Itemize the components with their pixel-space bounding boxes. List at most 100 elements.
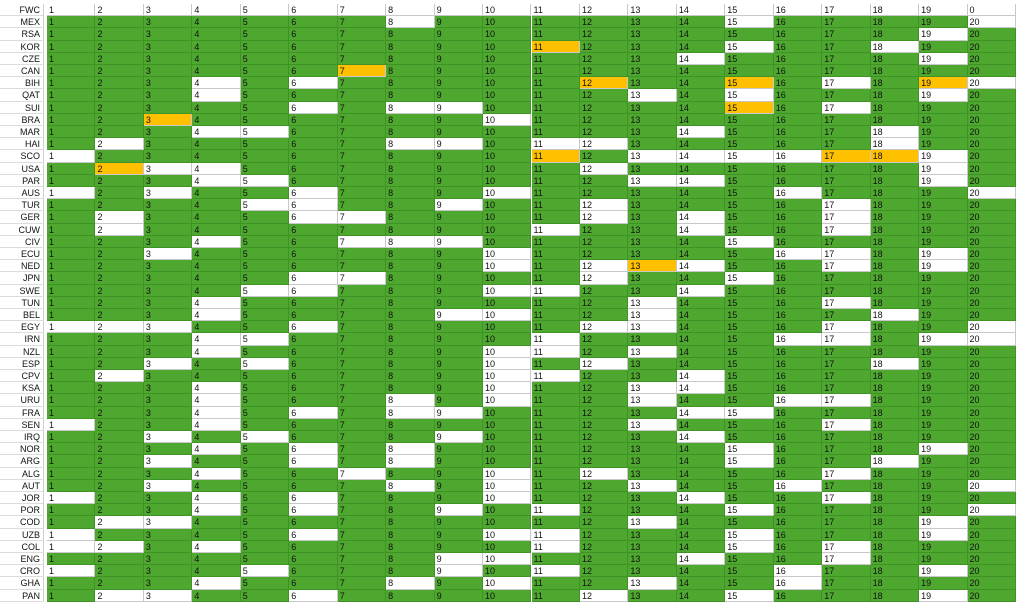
cell[interactable]: 11 xyxy=(531,4,580,17)
cell[interactable]: 15 xyxy=(725,443,774,456)
cell[interactable]: 8 xyxy=(386,577,435,590)
cell[interactable]: 17 xyxy=(822,296,871,309)
cell[interactable]: 8 xyxy=(386,101,435,114)
cell[interactable]: 3 xyxy=(143,211,193,224)
cell[interactable]: 3 xyxy=(143,455,193,468)
cell[interactable]: 5 xyxy=(240,553,290,566)
cell[interactable]: 8 xyxy=(386,260,435,273)
cell[interactable]: 3 xyxy=(143,553,193,566)
cell[interactable]: 11 xyxy=(531,101,580,114)
cell[interactable]: 3 xyxy=(143,260,193,273)
cell[interactable]: 13 xyxy=(628,223,677,236)
cell[interactable]: 5 xyxy=(240,589,290,602)
cell[interactable]: 12 xyxy=(579,309,629,322)
cell[interactable]: 9 xyxy=(434,565,484,578)
cell[interactable]: 20 xyxy=(967,321,1016,334)
cell[interactable]: 4 xyxy=(192,4,241,17)
cell[interactable]: 19 xyxy=(919,345,968,358)
cell[interactable]: 7 xyxy=(337,443,387,456)
cell[interactable]: 20 xyxy=(967,113,1016,126)
cell[interactable]: 10 xyxy=(483,174,532,187)
cell[interactable]: 4 xyxy=(192,28,241,41)
cell[interactable]: 17 xyxy=(822,467,871,480)
cell[interactable]: 18 xyxy=(870,235,920,248)
cell[interactable]: 17 xyxy=(822,126,871,139)
cell[interactable]: 18 xyxy=(870,382,920,395)
cell[interactable]: 11 xyxy=(531,504,580,517)
cell[interactable]: 5 xyxy=(240,296,290,309)
cell[interactable]: 9 xyxy=(434,309,484,322)
cell[interactable]: 5 xyxy=(240,150,290,163)
cell[interactable]: 12 xyxy=(579,28,629,41)
cell[interactable]: 2 xyxy=(95,138,144,151)
cell[interactable]: 12 xyxy=(579,40,629,53)
cell[interactable]: 19 xyxy=(919,553,968,566)
cell[interactable]: 19 xyxy=(919,113,968,126)
cell[interactable]: 1 xyxy=(47,162,96,175)
cell[interactable]: 14 xyxy=(676,52,726,65)
cell[interactable]: 8 xyxy=(386,443,435,456)
cell[interactable]: 18 xyxy=(870,540,920,553)
cell[interactable]: 9 xyxy=(434,16,484,29)
cell[interactable]: 6 xyxy=(289,150,338,163)
cell[interactable]: 8 xyxy=(386,138,435,151)
cell[interactable]: 10 xyxy=(483,272,532,285)
cell[interactable]: 17 xyxy=(822,370,871,383)
cell[interactable]: 11 xyxy=(531,187,580,200)
cell[interactable]: 13 xyxy=(628,174,677,187)
cell[interactable]: 9 xyxy=(434,394,484,407)
cell[interactable]: 1 xyxy=(47,4,96,17)
cell[interactable]: 6 xyxy=(289,4,338,17)
cell[interactable]: 17 xyxy=(822,565,871,578)
cell[interactable]: 20 xyxy=(967,296,1016,309)
cell[interactable]: 7 xyxy=(337,296,387,309)
cell[interactable]: 1 xyxy=(47,516,96,529)
cell[interactable]: 15 xyxy=(725,406,774,419)
cell[interactable]: 11 xyxy=(531,284,580,297)
cell[interactable]: 2 xyxy=(95,333,144,346)
cell[interactable]: 9 xyxy=(434,113,484,126)
cell[interactable]: 9 xyxy=(434,431,484,444)
cell[interactable]: 7 xyxy=(337,174,387,187)
cell[interactable]: 5 xyxy=(240,187,290,200)
cell[interactable]: 3 xyxy=(143,235,193,248)
cell[interactable]: 16 xyxy=(773,394,823,407)
cell[interactable]: 16 xyxy=(773,443,823,456)
cell[interactable]: 20 xyxy=(967,528,1016,541)
cell[interactable]: 16 xyxy=(773,370,823,383)
cell[interactable]: 7 xyxy=(337,223,387,236)
cell[interactable]: 9 xyxy=(434,272,484,285)
cell[interactable]: 4 xyxy=(192,443,241,456)
cell[interactable]: 12 xyxy=(579,199,629,212)
cell[interactable]: 3 xyxy=(143,77,193,90)
cell[interactable]: 15 xyxy=(725,296,774,309)
cell[interactable]: 4 xyxy=(192,455,241,468)
cell[interactable]: 20 xyxy=(967,65,1016,78)
cell[interactable]: 6 xyxy=(289,162,338,175)
cell[interactable]: 6 xyxy=(289,77,338,90)
cell[interactable]: 9 xyxy=(434,370,484,383)
cell[interactable]: 20 xyxy=(967,174,1016,187)
cell[interactable]: 8 xyxy=(386,296,435,309)
cell[interactable]: 1 xyxy=(47,138,96,151)
cell[interactable]: 17 xyxy=(822,260,871,273)
cell[interactable]: 20 xyxy=(967,138,1016,151)
cell[interactable]: 5 xyxy=(240,492,290,505)
cell[interactable]: 2 xyxy=(95,309,144,322)
cell[interactable]: 18 xyxy=(870,113,920,126)
cell[interactable]: 2 xyxy=(95,345,144,358)
cell[interactable]: 15 xyxy=(725,553,774,566)
cell[interactable]: 9 xyxy=(434,528,484,541)
cell[interactable]: 3 xyxy=(143,504,193,517)
cell[interactable]: 10 xyxy=(483,516,532,529)
cell[interactable]: 2 xyxy=(95,65,144,78)
cell[interactable]: 5 xyxy=(240,101,290,114)
cell[interactable]: 1 xyxy=(47,394,96,407)
cell[interactable]: 15 xyxy=(725,577,774,590)
cell[interactable]: 13 xyxy=(628,211,677,224)
cell[interactable]: 19 xyxy=(919,52,968,65)
cell[interactable]: 1 xyxy=(47,235,96,248)
cell[interactable]: 19 xyxy=(919,162,968,175)
cell[interactable]: 4 xyxy=(192,187,241,200)
cell[interactable]: 12 xyxy=(579,431,629,444)
